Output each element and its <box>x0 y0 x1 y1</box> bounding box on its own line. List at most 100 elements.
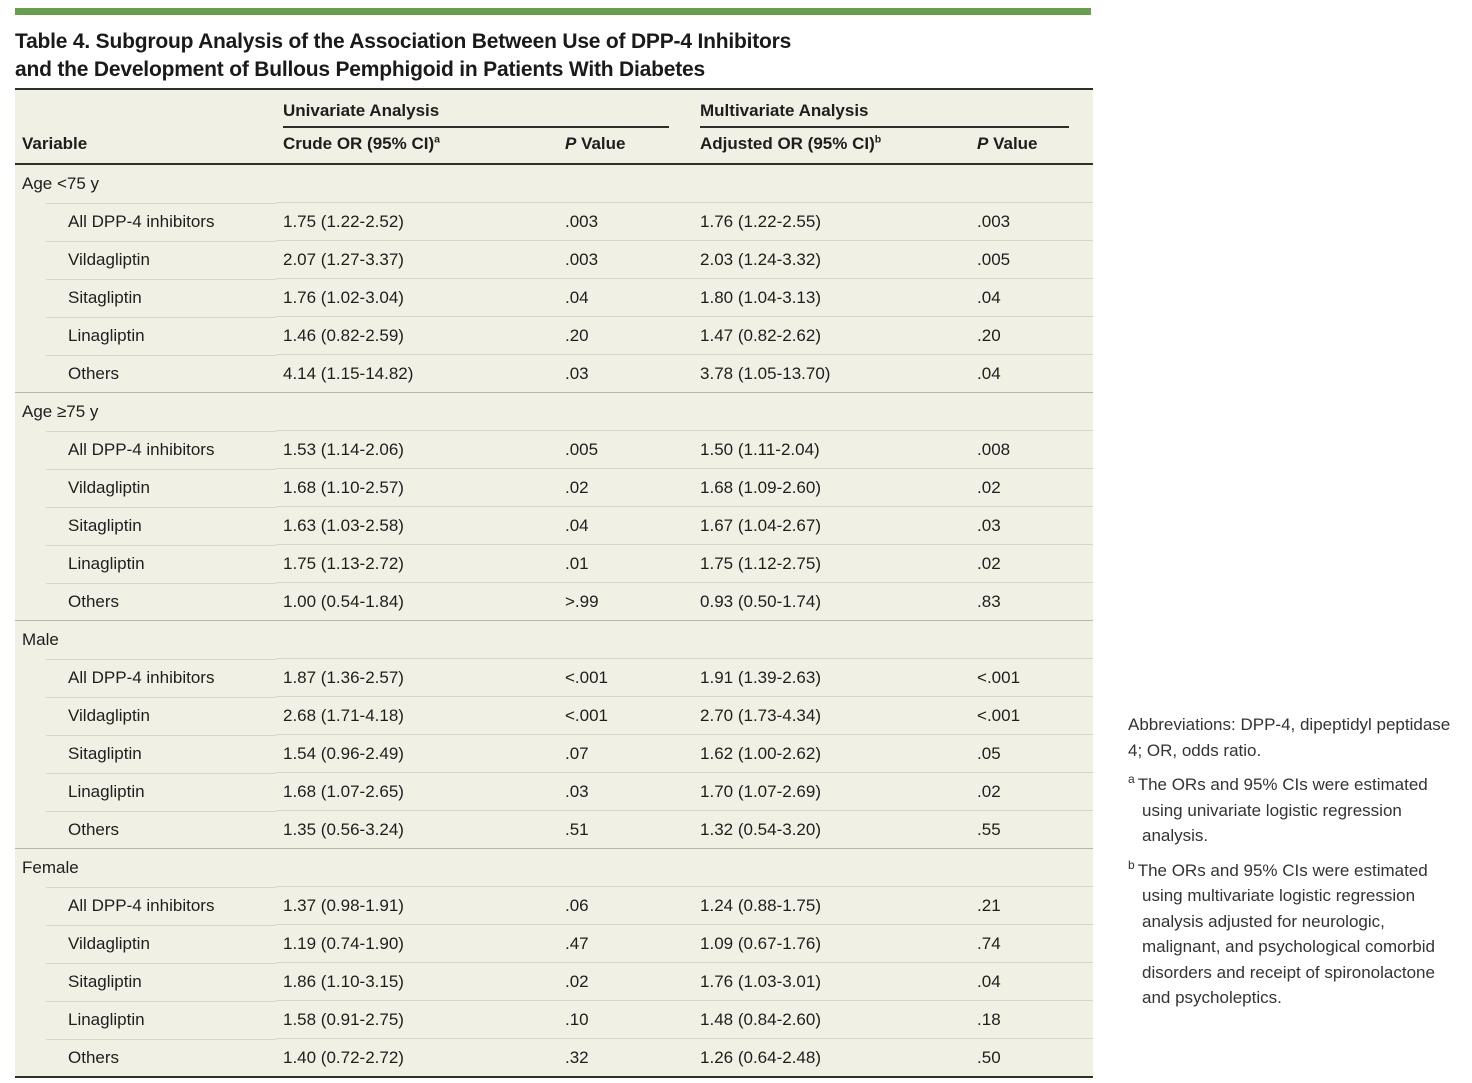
table-row: Sitagliptin 1.63 (1.03-2.58) .04 1.67 (1.04… <box>15 506 1094 545</box>
adjusted-or-cell: 2.70 (1.73-4.34) <box>693 696 971 735</box>
p-value-cell: .04 <box>970 962 1094 1001</box>
variable-cell: Linagliptin <box>15 544 276 583</box>
crude-or-cell: 1.63 (1.03-2.58) <box>276 506 558 545</box>
p-value-cell: .03 <box>558 354 694 393</box>
table-row: Vildagliptin 1.68 (1.10-2.57) .02 1.68 (1.0… <box>15 468 1094 507</box>
p-value-cell: <.001 <box>970 658 1094 697</box>
adjusted-or-cell: 2.03 (1.24-3.32) <box>693 240 971 279</box>
variable-cell: All DPP-4 inhibitors <box>15 202 276 241</box>
column-header-3: Adjusted OR (95% CI)b <box>693 128 971 165</box>
group-header-row: Age <75 y <box>15 164 1093 203</box>
column-header-row: Variable Crude OR (95% CI)a P Value Adjuste… <box>15 128 1094 165</box>
group-label: Female <box>15 848 1094 887</box>
univariate-spanner-label: Univariate Analysis <box>283 101 670 128</box>
variable-cell: Vildagliptin <box>15 240 276 279</box>
variable-cell: Sitagliptin <box>15 278 276 317</box>
footnote-list: a The ORs and 95% CIs were estimated usin… <box>1128 772 1466 1011</box>
variable-cell: Vildagliptin <box>15 696 276 735</box>
footnotes: Abbreviations: DPP-4, dipeptidyl peptida… <box>1128 712 1466 1020</box>
crude-or-cell: 1.19 (0.74-1.90) <box>276 924 558 963</box>
table-row: Linagliptin 1.46 (0.82-2.59) .20 1.47 (0.82… <box>15 316 1094 355</box>
p-value-cell: .02 <box>558 468 694 507</box>
variable-cell: Sitagliptin <box>15 962 276 1001</box>
variable-cell: Linagliptin <box>15 316 276 355</box>
p-value-cell: .02 <box>970 468 1094 507</box>
p-value-cell: .20 <box>558 316 694 355</box>
variable-cell: Linagliptin <box>15 1000 276 1039</box>
variable-cell: Sitagliptin <box>15 506 276 545</box>
crude-or-cell: 1.58 (0.91-2.75) <box>276 1000 558 1039</box>
table-body: Age <75 y All DPP-4 inhibitors 1.75 (1.22-… <box>15 164 1094 1077</box>
variable-cell: All DPP-4 inhibitors <box>15 886 276 925</box>
variable-cell: Vildagliptin <box>15 924 276 963</box>
table-row: Others 4.14 (1.15-14.82) .03 3.78 (1.05-13.… <box>15 354 1094 393</box>
p-value-cell: <.001 <box>558 696 694 735</box>
adjusted-or-cell: 0.93 (0.50-1.74) <box>693 582 971 621</box>
crude-or-cell: 1.54 (0.96-2.49) <box>276 734 558 773</box>
crude-or-cell: 4.14 (1.15-14.82) <box>276 354 558 393</box>
p-value-cell: .005 <box>558 430 694 469</box>
p-value-cell: .74 <box>970 924 1094 963</box>
adjusted-or-cell: 1.68 (1.09-2.60) <box>693 468 971 507</box>
footnote-a: a The ORs and 95% CIs were estimated usin… <box>1128 772 1428 845</box>
adjusted-or-cell: 1.09 (0.67-1.76) <box>693 924 971 963</box>
p-value-cell: .02 <box>970 772 1094 811</box>
group-header-row: Female <box>15 848 1094 887</box>
crude-or-cell: 1.76 (1.02-3.04) <box>276 278 558 317</box>
crude-or-cell: 1.68 (1.10-2.57) <box>276 468 558 507</box>
p-value-cell: <.001 <box>970 696 1094 735</box>
p-value-cell: .04 <box>558 506 694 545</box>
multivariate-spanner-cell: Multivariate Analysis <box>693 89 1093 128</box>
table-title: Table 4. Subgroup Analysis of the Associ… <box>15 28 791 84</box>
footnote-b: b The ORs and 95% CIs were estimated usin… <box>1128 857 1435 1007</box>
adjusted-or-cell: 1.26 (0.64-2.48) <box>693 1038 971 1077</box>
crude-or-cell: 1.53 (1.14-2.06) <box>276 430 558 469</box>
column-header-2: P Value <box>558 128 694 165</box>
table-row: Vildagliptin 2.68 (1.71-4.18) <.001 2.70 (1… <box>15 696 1094 735</box>
footnote-marker: a <box>1128 772 1135 787</box>
p-value-cell: .32 <box>558 1038 694 1077</box>
adjusted-or-cell: 1.80 (1.04-3.13) <box>693 278 971 317</box>
p-value-cell: .18 <box>970 1000 1094 1039</box>
crude-or-cell: 1.68 (1.07-2.65) <box>276 772 558 811</box>
variable-cell: Others <box>15 1038 276 1077</box>
p-value-cell: .07 <box>558 734 694 773</box>
crude-or-cell: 1.37 (0.98-1.91) <box>276 886 558 925</box>
footnote-marker: b <box>1128 857 1135 872</box>
p-value-cell: .003 <box>558 240 694 279</box>
crude-or-cell: 1.87 (1.36-2.57) <box>276 658 558 697</box>
table-header: Univariate Analysis Multivariate Analysi… <box>15 89 1094 165</box>
table-row: Others 1.35 (0.56-3.24) .51 1.32 (0.54-3.20… <box>15 810 1094 849</box>
crude-or-cell: 1.86 (1.10-3.15) <box>276 962 558 1001</box>
table-row: All DPP-4 inhibitors 1.37 (0.98-1.91) .06 1… <box>15 886 1094 925</box>
p-value-cell: .008 <box>970 430 1094 469</box>
table-row: Sitagliptin 1.54 (0.96-2.49) .07 1.62 (1.00… <box>15 734 1094 773</box>
table-row: Linagliptin 1.58 (0.91-2.75) .10 1.48 (0.84… <box>15 1000 1094 1039</box>
p-value-cell: .47 <box>558 924 694 963</box>
crude-or-cell: 1.00 (0.54-1.84) <box>276 582 558 621</box>
crude-or-cell: 1.40 (0.72-2.72) <box>276 1038 558 1077</box>
variable-cell: Vildagliptin <box>15 468 276 507</box>
multivariate-spanner-label: Multivariate Analysis <box>700 101 1070 128</box>
table-row: Vildagliptin 1.19 (0.74-1.90) .47 1.09 (0.6… <box>15 924 1094 963</box>
adjusted-or-cell: 1.47 (0.82-2.62) <box>693 316 971 355</box>
variable-cell: Sitagliptin <box>15 734 276 773</box>
adjusted-or-cell: 1.75 (1.12-2.75) <box>693 544 971 583</box>
p-value-cell: .005 <box>970 240 1094 279</box>
table-row: Sitagliptin 1.76 (1.02-3.04) .04 1.80 (1.04… <box>15 278 1094 317</box>
table-row: Linagliptin 1.75 (1.13-2.72) .01 1.75 (1.12… <box>15 544 1094 583</box>
group-label: Age ≥75 y <box>15 392 1094 431</box>
adjusted-or-cell: 1.32 (0.54-3.20) <box>693 810 971 849</box>
p-value-cell: .10 <box>558 1000 694 1039</box>
p-value-cell: >.99 <box>558 582 694 621</box>
adjusted-or-cell: 1.24 (0.88-1.75) <box>693 886 971 925</box>
table-row: All DPP-4 inhibitors 1.75 (1.22-2.52) .003… <box>15 202 1094 241</box>
variable-cell: All DPP-4 inhibitors <box>15 430 276 469</box>
variable-cell: Others <box>15 354 276 393</box>
variable-cell: All DPP-4 inhibitors <box>15 658 276 697</box>
p-value-cell: .003 <box>558 202 694 241</box>
table-title-line1: Table 4. Subgroup Analysis of the Associ… <box>15 30 792 53</box>
adjusted-or-cell: 1.91 (1.39-2.63) <box>693 658 971 697</box>
group-label: Age <75 y <box>22 174 100 193</box>
p-value-cell: .04 <box>970 278 1094 317</box>
